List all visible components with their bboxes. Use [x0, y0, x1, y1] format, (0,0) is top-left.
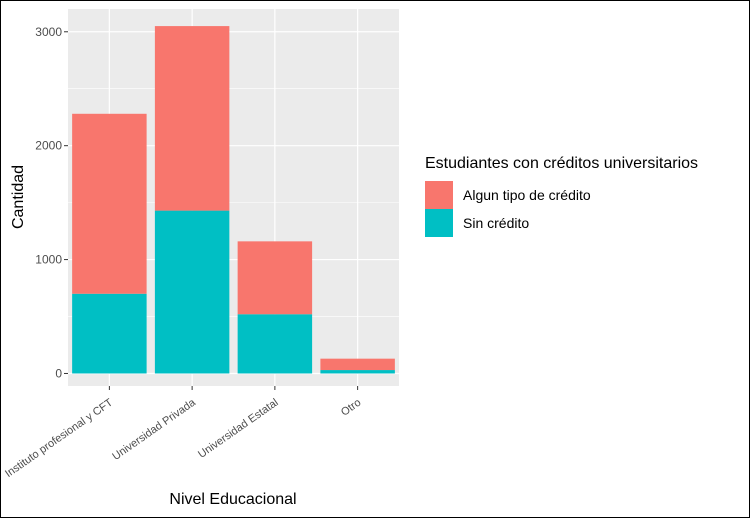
y-tick-label: 3000: [35, 25, 62, 39]
legend-label-algun-tipo-de-credito: Algun tipo de crédito: [463, 187, 591, 203]
bar-algun-tipo-de-credito-universidad-privada: [154, 26, 230, 211]
x-tick-label: Instituto profesional y CFT: [3, 396, 115, 480]
y-axis-title: Cantidad: [10, 165, 27, 229]
legend-title: Estudiantes con créditos universitarios: [425, 155, 699, 172]
bar-sin-credito-otro: [320, 370, 395, 374]
x-axis-title: Nivel Educacional: [169, 491, 296, 508]
legend-label-sin-credito: Sin crédito: [463, 215, 530, 231]
legend-key-algun-tipo-de-credito: [425, 181, 453, 209]
bar-algun-tipo-de-credito-otro: [320, 358, 395, 371]
bar-sin-credito-instituto-profesional-y-cft: [72, 293, 147, 374]
legend-key-sin-credito: [425, 209, 453, 237]
y-tick-label: 0: [55, 366, 62, 380]
bar-sin-credito-universidad-privada: [154, 210, 230, 374]
y-tick-label: 2000: [35, 139, 62, 153]
x-tick-label: Universidad Privada: [110, 396, 198, 463]
bar-sin-credito-universidad-estatal: [237, 314, 313, 374]
bar-layer: [72, 26, 395, 374]
bar-algun-tipo-de-credito-instituto-profesional-y-cft: [72, 113, 147, 294]
bar-algun-tipo-de-credito-universidad-estatal: [237, 241, 313, 315]
legend: Estudiantes con créditos universitarios …: [425, 155, 698, 237]
legend-item-algun-tipo-de-credito: Algun tipo de crédito: [425, 181, 698, 209]
legend-item-sin-credito: Sin crédito: [425, 209, 698, 237]
x-tick-label: Otro: [339, 397, 363, 419]
y-tick-label: 1000: [35, 253, 62, 267]
x-tick-label: Universidad Estatal: [196, 397, 281, 461]
